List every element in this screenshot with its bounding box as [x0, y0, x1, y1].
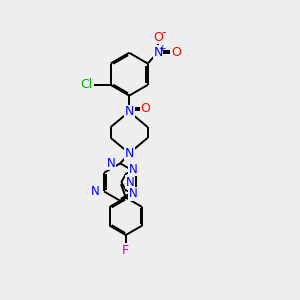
Text: O: O [153, 31, 163, 44]
Text: N: N [124, 105, 134, 118]
Text: F: F [122, 244, 129, 257]
Text: N: N [107, 157, 116, 170]
Text: N: N [91, 185, 99, 198]
Text: +: + [158, 44, 166, 53]
Text: -: - [161, 26, 165, 39]
Text: O: O [141, 103, 151, 116]
Text: N: N [124, 147, 134, 160]
Text: N: N [129, 187, 137, 200]
Text: N: N [125, 176, 134, 189]
Text: O: O [171, 46, 181, 59]
Text: N: N [129, 163, 137, 176]
Text: N: N [153, 46, 163, 59]
Text: Cl: Cl [81, 78, 93, 92]
